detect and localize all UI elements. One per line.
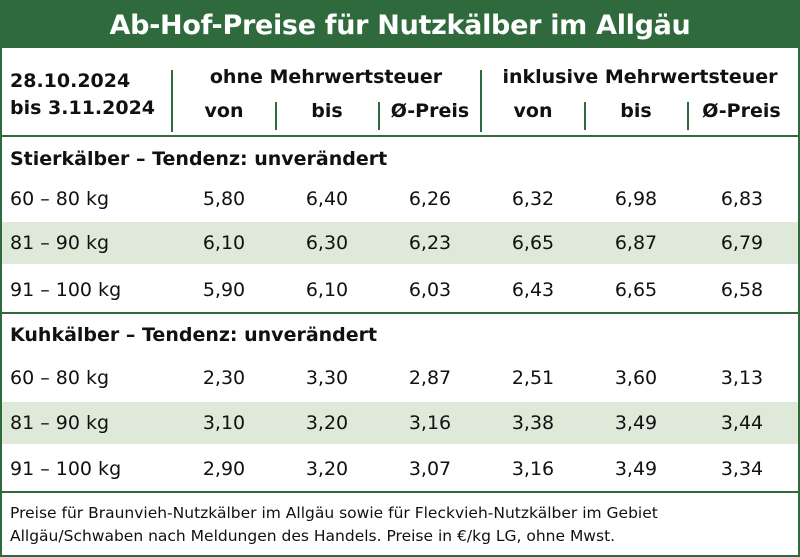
cell-value: 6,65 [614,279,658,301]
row-label: 81 – 90 kg [10,232,110,254]
section-title-stierkaelber: Stierkälber – Tendenz: unverändert [10,148,388,170]
cell-value: 3,16 [511,458,555,480]
footer-separator [2,491,798,493]
col-header-bis-net: bis [311,100,343,122]
cell-value: 3,30 [305,367,349,389]
cell-value: 3,44 [720,412,764,434]
cell-value: 6,79 [720,232,764,254]
cell-value: 6,10 [202,232,246,254]
cell-value: 6,83 [720,188,764,210]
cell-value: 5,90 [202,279,246,301]
cell-value: 3,60 [614,367,658,389]
cell-value: 3,38 [511,412,555,434]
divider [171,70,173,132]
divider [687,102,689,130]
cell-value: 6,43 [511,279,555,301]
cell-value: 6,40 [305,188,349,210]
group-header-with-vat: inklusive Mehrwertsteuer [502,66,778,88]
divider [584,102,586,130]
cell-value: 3,16 [408,412,452,434]
table-row: 91 – 100 kg 5,90 6,10 6,03 6,43 6,65 6,5… [2,269,798,311]
table-row: 91 – 100 kg 2,90 3,20 3,07 3,16 3,49 3,3… [2,448,798,490]
cell-value: 3,49 [614,458,658,480]
divider [480,70,482,132]
cell-value: 6,03 [408,279,452,301]
cell-value: 3,20 [305,412,349,434]
row-label: 91 – 100 kg [10,458,122,480]
section-title-kuhkaelber: Kuhkälber – Tendenz: unverändert [10,324,378,346]
col-header-bis-gross: bis [620,100,652,122]
cell-value: 3,49 [614,412,658,434]
table-row: 60 – 80 kg 5,80 6,40 6,26 6,32 6,98 6,83 [2,178,798,220]
row-label: 91 – 100 kg [10,279,122,301]
col-header-avg-gross: Ø-Preis [702,100,781,122]
cell-value: 2,90 [202,458,246,480]
cell-value: 3,20 [305,458,349,480]
row-label: 60 – 80 kg [10,188,110,210]
header-separator [2,135,798,137]
cell-value: 2,30 [202,367,246,389]
cell-value: 6,30 [305,232,349,254]
cell-value: 5,80 [202,188,246,210]
divider [275,102,277,130]
section-separator [2,312,798,314]
period-start: 28.10.2024 [10,70,131,92]
cell-value: 6,10 [305,279,349,301]
table-row: 60 – 80 kg 2,30 3,30 2,87 2,51 3,60 3,13 [2,357,798,399]
cell-value: 6,98 [614,188,658,210]
table-row: 81 – 90 kg 6,10 6,30 6,23 6,65 6,87 6,79 [2,222,798,264]
cell-value: 6,23 [408,232,452,254]
period: 28.10.2024 bis 3.11.2024 [10,68,155,122]
cell-value: 3,07 [408,458,452,480]
cell-value: 6,65 [511,232,555,254]
cell-value: 6,58 [720,279,764,301]
col-header-avg-net: Ø-Preis [390,100,470,122]
period-end: bis 3.11.2024 [10,97,156,119]
group-header-without-vat: ohne Mehrwertsteuer [209,66,443,88]
cell-value: 2,87 [408,367,452,389]
table-title: Ab-Hof-Preise für Nutzkälber im Allgäu [2,2,798,48]
row-label: 81 – 90 kg [10,412,110,434]
cell-value: 6,87 [614,232,658,254]
cell-value: 6,32 [511,188,555,210]
cell-value: 3,34 [720,458,764,480]
cell-value: 2,51 [511,367,555,389]
cell-value: 6,26 [408,188,452,210]
table-row: 81 – 90 kg 3,10 3,20 3,16 3,38 3,49 3,44 [2,402,798,444]
col-header-von-net: von [204,100,244,122]
footer-note: Preise für Braunvieh-Nutzkälber im Allgä… [10,504,658,545]
cell-value: 3,10 [202,412,246,434]
cell-value: 3,13 [720,367,764,389]
divider [378,102,380,130]
col-header-von-gross: von [513,100,553,122]
table-header: 28.10.2024 bis 3.11.2024 ohne Mehrwertst… [2,64,798,134]
row-label: 60 – 80 kg [10,367,110,389]
